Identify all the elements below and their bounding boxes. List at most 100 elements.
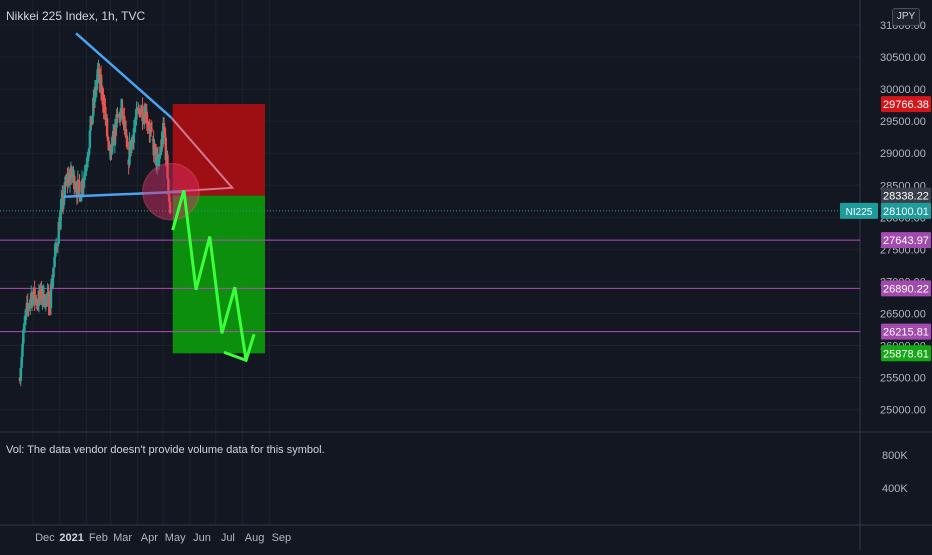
volume-note: Vol: The data vendor doesn't provide vol… (6, 444, 325, 456)
candle-body (82, 180, 86, 187)
candle-body (135, 108, 138, 120)
candle-body (115, 114, 118, 128)
candles (18, 59, 172, 387)
candle-body (19, 367, 23, 381)
candle-body (24, 309, 28, 320)
trendline-upper (75, 32, 172, 119)
price-tag-label: 29766.38 (883, 99, 929, 111)
candle-body (70, 166, 73, 178)
candle-body (37, 290, 41, 306)
candle-body (155, 155, 159, 166)
candle-body (99, 74, 103, 94)
candle-body (168, 195, 171, 202)
candle-body (106, 136, 110, 142)
candle-body (21, 343, 24, 357)
candle-body (134, 119, 137, 125)
candle-body (141, 106, 144, 122)
candle-body (158, 154, 161, 160)
candle-body (85, 165, 88, 167)
candle-body (52, 267, 55, 278)
candle-body (128, 141, 131, 165)
candle-body (114, 124, 117, 137)
time-tick-label: Apr (141, 532, 158, 544)
candle-body (168, 201, 172, 214)
candle-body (84, 168, 87, 172)
candle-body (95, 80, 98, 91)
candle-body (49, 283, 53, 309)
candle-body (133, 124, 136, 128)
candle-body (156, 155, 160, 158)
candle-body (137, 108, 141, 111)
time-tick-label: Aug (245, 532, 265, 544)
candle-body (164, 137, 167, 161)
candle-body (77, 179, 80, 182)
price-tag-label: 28338.22 (883, 191, 929, 203)
candle-body (163, 127, 167, 138)
symbol-tag (840, 202, 878, 219)
candle-body (103, 101, 106, 108)
price-tick-label: 29500.00 (880, 116, 926, 128)
candle-body (120, 98, 123, 109)
candle-body (68, 177, 72, 185)
price-tag-level (881, 232, 931, 249)
time-tick-label: Jul (221, 532, 235, 544)
drawings (63, 32, 256, 363)
candle-body (125, 135, 129, 148)
candle-body (105, 118, 109, 137)
candle-body (40, 286, 43, 302)
volume-tick-label: 400K (882, 483, 908, 495)
candle-body (23, 323, 26, 330)
candle-body (73, 175, 76, 190)
candle-body (63, 182, 67, 198)
candle-body (91, 116, 94, 122)
candle-body (76, 179, 79, 197)
candle-body (93, 86, 97, 103)
candle-body (102, 104, 105, 112)
candle-body (111, 136, 114, 153)
time-axis: Dec 2021 Feb Mar Apr May Jun Jul Aug Sep (35, 532, 291, 544)
candle-body (66, 177, 69, 184)
candle-body (145, 111, 149, 124)
candle-body (59, 209, 62, 230)
candle-body (35, 298, 38, 305)
breakout-highlight-circle (142, 162, 200, 221)
candle-body (147, 125, 150, 129)
candle-body (42, 285, 45, 300)
candle-body (121, 108, 124, 118)
price-labels: 29766.38 28338.22 28100.01 NI225 27643.97 268… (840, 96, 931, 362)
candle-body (149, 128, 152, 134)
horizontal-levels (0, 210, 860, 333)
candle-body (96, 69, 99, 81)
candle-body (124, 129, 128, 136)
candle-body (130, 139, 133, 153)
candle-body (132, 128, 136, 143)
price-tag-stop (881, 96, 931, 113)
price-tick-label: 25000.00 (880, 405, 926, 417)
candle-body (123, 115, 126, 131)
candle-body (28, 305, 31, 309)
time-tick-label: Dec (35, 532, 55, 544)
symbol-title[interactable]: Nikkei 225 Index, 1h, TVC (6, 9, 146, 23)
volume-tick-label: 800K (882, 450, 908, 462)
price-tag-label: 26215.81 (883, 327, 929, 339)
candle-body (71, 175, 74, 178)
projection-arrowhead (223, 333, 256, 363)
candle-body (74, 187, 78, 190)
time-tick-label: 2021 (59, 532, 83, 544)
currency-badge[interactable]: JPY (892, 8, 920, 26)
candle-body (142, 120, 145, 122)
candle-body (146, 123, 149, 126)
price-tick-label: 25500.00 (880, 373, 926, 385)
candle-body (57, 221, 60, 244)
candle-body (22, 329, 25, 344)
candle-body (150, 128, 154, 130)
price-axis: 25000.0025500.0026000.0026500.0027000.00… (880, 20, 926, 495)
candle-body (101, 88, 104, 105)
candle-body (154, 144, 157, 148)
candle-body (162, 122, 165, 145)
trendline-lower (63, 190, 184, 199)
candle-body (167, 178, 170, 196)
time-tick-label: Mar (113, 532, 132, 544)
